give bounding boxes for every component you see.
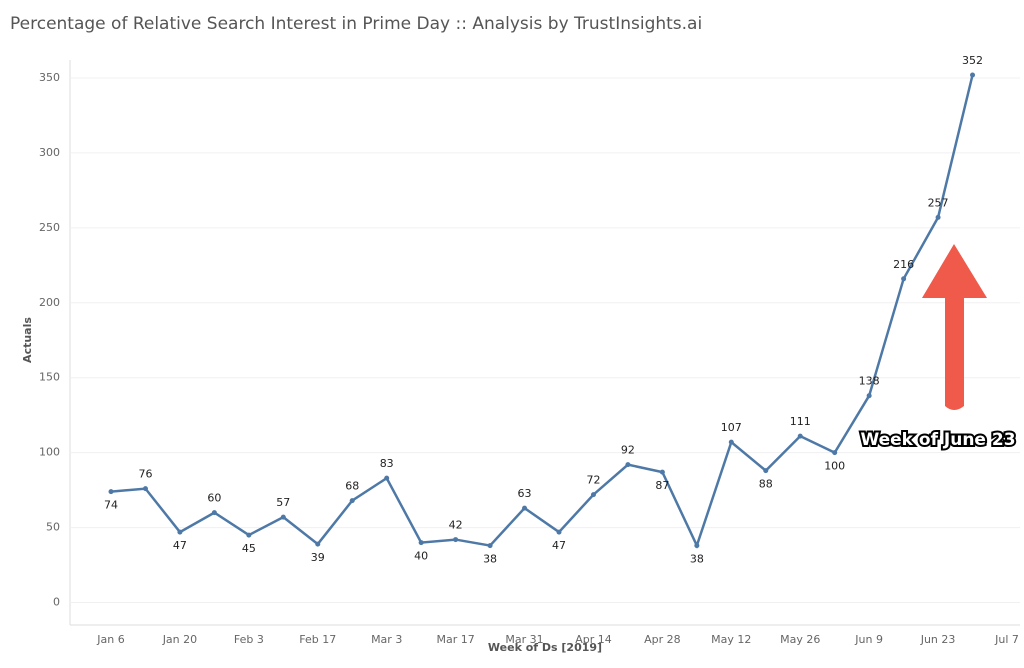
x-tick-label: Apr 14 xyxy=(575,633,612,646)
x-tick-label: Mar 3 xyxy=(371,633,402,646)
value-label: 68 xyxy=(345,480,359,493)
x-tick-label: Jul 7 xyxy=(994,633,1019,646)
point xyxy=(349,498,355,504)
x-tick-label: Jan 20 xyxy=(162,633,197,646)
x-tick-label: Jun 9 xyxy=(854,633,883,646)
y-tick-label: 50 xyxy=(46,521,60,534)
value-label: 45 xyxy=(242,542,256,555)
point xyxy=(487,543,493,549)
point xyxy=(246,532,252,538)
value-label: 92 xyxy=(621,444,635,457)
point xyxy=(728,439,734,445)
value-label: 83 xyxy=(380,457,394,470)
x-tick-label: Jun 23 xyxy=(920,633,956,646)
x-tick-label: May 26 xyxy=(780,633,820,646)
point xyxy=(797,433,803,439)
point xyxy=(108,489,114,495)
x-tick-label: Feb 17 xyxy=(299,633,336,646)
value-label: 100 xyxy=(824,460,845,473)
x-tick-label: Mar 31 xyxy=(505,633,543,646)
value-label: 138 xyxy=(859,375,880,388)
y-tick-label: 200 xyxy=(39,296,60,309)
y-axis-title: Actuals xyxy=(21,317,34,363)
x-tick-label: Jan 6 xyxy=(96,633,124,646)
point xyxy=(453,537,459,543)
value-label: 76 xyxy=(138,468,152,481)
value-label: 111 xyxy=(790,415,811,428)
y-tick-label: 250 xyxy=(39,221,60,234)
x-tick-label: May 12 xyxy=(711,633,751,646)
point xyxy=(590,492,596,498)
line xyxy=(110,74,974,549)
point xyxy=(522,505,528,511)
y-tick-label: 100 xyxy=(39,446,60,459)
point xyxy=(418,540,424,546)
point xyxy=(935,214,941,220)
point xyxy=(625,462,631,468)
point xyxy=(659,469,665,475)
point xyxy=(142,486,148,492)
annotation: Week of June 23 xyxy=(860,430,1015,450)
y-tick-label: 350 xyxy=(39,71,60,84)
point xyxy=(556,529,562,535)
point xyxy=(177,529,183,535)
y-tick-label: 300 xyxy=(39,146,60,159)
x-tick-label: Mar 17 xyxy=(436,633,474,646)
value-label: 72 xyxy=(586,474,600,487)
point xyxy=(694,543,700,549)
x-tick-label: Apr 28 xyxy=(644,633,681,646)
y-tick-label: 0 xyxy=(53,596,60,609)
point xyxy=(763,468,769,474)
x-axis-title: Week of Ds [2019] xyxy=(488,641,602,654)
point xyxy=(901,276,907,282)
point xyxy=(866,393,872,399)
point xyxy=(970,72,976,78)
value-label: 47 xyxy=(173,539,187,552)
value-label: 47 xyxy=(552,539,566,552)
value-label: 63 xyxy=(518,487,532,500)
value-label: 107 xyxy=(721,421,742,434)
value-label: 74 xyxy=(104,499,118,512)
point xyxy=(211,510,217,516)
value-label: 57 xyxy=(276,496,290,509)
point xyxy=(384,475,390,481)
value-label: 88 xyxy=(759,478,773,491)
value-label: 38 xyxy=(483,553,497,566)
value-label: 352 xyxy=(962,54,983,67)
point xyxy=(280,514,286,520)
value-label: 216 xyxy=(893,258,914,271)
value-label: 38 xyxy=(690,553,704,566)
value-label: 87 xyxy=(655,479,669,492)
y-tick-label: 150 xyxy=(39,371,60,384)
value-label: 60 xyxy=(207,492,221,505)
chart-title: Percentage of Relative Search Interest i… xyxy=(10,14,702,34)
point xyxy=(832,450,838,456)
value-label: 42 xyxy=(449,519,463,532)
arrow xyxy=(922,244,987,410)
value-label: 39 xyxy=(311,551,325,564)
x-tick-label: Feb 3 xyxy=(234,633,264,646)
value-label: 40 xyxy=(414,550,428,563)
point xyxy=(315,541,321,547)
value-label: 257 xyxy=(928,196,949,209)
